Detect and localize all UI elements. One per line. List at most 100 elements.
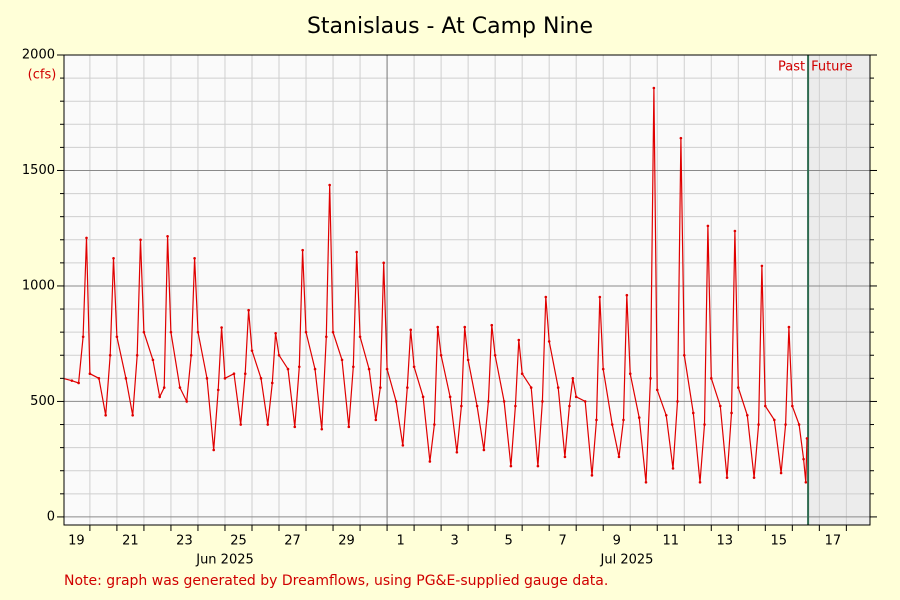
x-tick-label: 21 (122, 534, 139, 549)
plot-clip (64, 86, 809, 484)
x-tick-label: 29 (338, 534, 355, 549)
flow-point (804, 480, 808, 484)
flow-point (463, 325, 467, 329)
flow-point (104, 413, 107, 417)
flow-point (802, 457, 805, 461)
flow-point (764, 404, 767, 408)
flow-point (718, 404, 722, 408)
flow-point (297, 365, 301, 369)
flow-point (436, 325, 440, 329)
flow-point (779, 471, 783, 475)
flow-point (158, 395, 161, 399)
flow-point (358, 335, 362, 339)
flow-point (131, 413, 134, 417)
y-tick-label: 500 (30, 394, 55, 409)
flow-point (563, 455, 567, 459)
x-tick-label: 19 (68, 534, 85, 549)
flow-point (433, 423, 436, 426)
flow-point (784, 423, 787, 426)
flow-point (301, 248, 304, 252)
flow-point (791, 404, 794, 408)
future-region (808, 55, 870, 525)
flow-point (266, 423, 270, 426)
flow-point (193, 256, 196, 260)
flow-point (514, 404, 517, 408)
flow-point (544, 295, 548, 299)
flow-point (571, 377, 575, 380)
flow-point (490, 323, 494, 327)
flow-point (385, 367, 389, 371)
x-tick-label: 13 (717, 534, 734, 549)
flow-point (189, 353, 193, 357)
flow-point (324, 335, 328, 339)
flow-point (166, 235, 169, 238)
flow-point (162, 386, 166, 389)
flow-point (270, 381, 274, 385)
y-tick-label: 2000 (22, 48, 55, 63)
flow-point (347, 425, 351, 429)
flow-point (691, 411, 695, 415)
flow-point (196, 330, 200, 334)
flow-point (787, 325, 791, 329)
flow-point (286, 367, 290, 371)
flow-point (568, 404, 571, 408)
chart-title: Stanislaus - At Camp Nine (307, 14, 593, 39)
month-label: Jul 2025 (600, 553, 654, 568)
flow-point (247, 308, 250, 312)
flow-point (482, 448, 486, 452)
past-label: Past (778, 60, 805, 75)
flow-point (259, 377, 263, 380)
month-label: Jun 2025 (195, 553, 254, 568)
flow-point (529, 386, 533, 389)
flow-point (617, 455, 621, 459)
flow-point (598, 295, 602, 299)
x-tick-label: 15 (771, 534, 788, 549)
flow-point (367, 367, 371, 371)
flow-point (773, 418, 776, 422)
flow-point (232, 372, 236, 376)
flow-point (355, 250, 358, 254)
x-tick-label: 23 (176, 534, 193, 549)
flow-point (406, 386, 409, 389)
flow-point (460, 404, 463, 408)
flow-point (142, 330, 146, 334)
flow-point (77, 381, 80, 385)
flow-point (274, 332, 277, 335)
flow-point (655, 388, 659, 392)
x-tick-label: 11 (662, 534, 679, 549)
flow-point (135, 353, 139, 357)
flow-point (676, 400, 679, 403)
flow-point (108, 353, 112, 357)
flow-point (212, 448, 216, 452)
flow-point (487, 400, 490, 403)
future-label: Future (811, 60, 852, 75)
flow-point (352, 365, 355, 369)
flow-point (205, 377, 209, 380)
flow-point (536, 464, 540, 468)
flow-point (637, 416, 641, 419)
flow-point (70, 379, 74, 382)
flow-point (671, 467, 675, 470)
x-tick-label: 1 (396, 534, 404, 549)
flow-point (115, 335, 119, 339)
x-tick-label: 3 (450, 534, 458, 549)
flow-point (628, 372, 632, 376)
flow-point (85, 236, 88, 240)
flow-point (547, 340, 551, 343)
flow-point (622, 418, 625, 422)
flow-point (178, 386, 182, 389)
flow-point (502, 400, 506, 403)
flow-point (736, 386, 740, 389)
y-tick-label: 0 (47, 509, 55, 524)
flow-point (340, 358, 344, 362)
flow-point (745, 413, 749, 417)
flow-point (725, 476, 729, 479)
flow-point (590, 474, 594, 477)
plot-area (64, 55, 870, 525)
flow-point (379, 386, 382, 389)
flow-point (475, 404, 479, 408)
flow-point (124, 377, 128, 380)
flow-point (455, 450, 459, 454)
y-tick-label: 1500 (22, 163, 55, 178)
plot-frame (63, 54, 871, 526)
